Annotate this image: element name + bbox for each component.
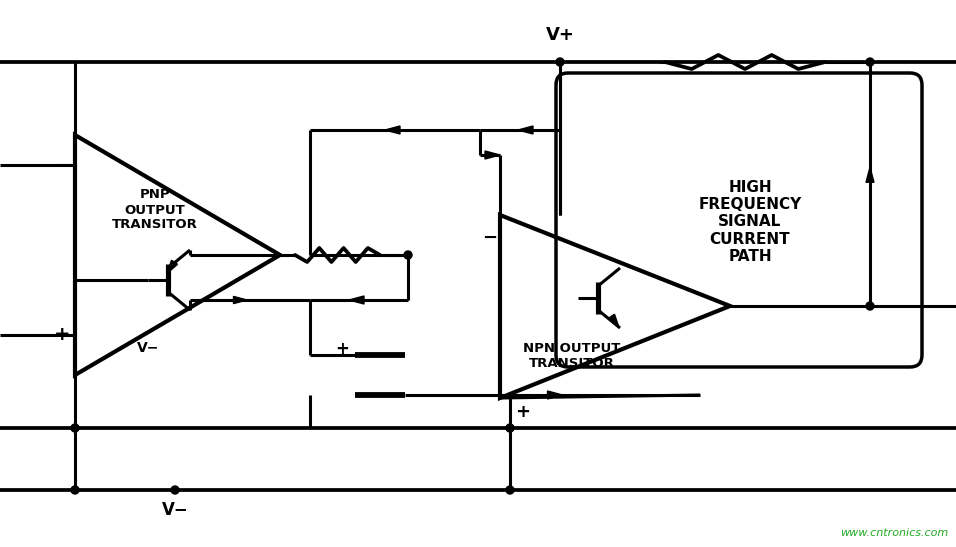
Circle shape xyxy=(404,251,412,259)
Circle shape xyxy=(556,58,564,66)
Polygon shape xyxy=(866,167,874,182)
Polygon shape xyxy=(349,296,364,304)
Text: HIGH
FREQUENCY
SIGNAL
CURRENT
PATH: HIGH FREQUENCY SIGNAL CURRENT PATH xyxy=(699,180,802,264)
Text: −: − xyxy=(483,229,497,247)
Polygon shape xyxy=(548,391,562,399)
Text: +: + xyxy=(515,403,531,421)
Circle shape xyxy=(171,486,179,494)
Circle shape xyxy=(866,302,874,310)
Polygon shape xyxy=(518,126,533,134)
Text: V−: V− xyxy=(137,341,160,355)
Text: V−: V− xyxy=(162,501,188,519)
Polygon shape xyxy=(385,126,400,134)
Circle shape xyxy=(71,486,79,494)
Polygon shape xyxy=(233,296,247,304)
Circle shape xyxy=(866,58,874,66)
Text: V+: V+ xyxy=(546,26,575,44)
Text: −: − xyxy=(54,155,70,174)
Polygon shape xyxy=(485,151,500,159)
Polygon shape xyxy=(609,315,619,328)
Text: NPN OUTPUT
TRANSITOR: NPN OUTPUT TRANSITOR xyxy=(523,342,620,370)
Circle shape xyxy=(506,424,514,432)
Text: +: + xyxy=(335,340,349,358)
Text: www.cntronics.com: www.cntronics.com xyxy=(839,528,948,538)
Polygon shape xyxy=(167,260,178,274)
Text: +: + xyxy=(54,325,70,345)
Text: PNP
OUTPUT
TRANSITOR: PNP OUTPUT TRANSITOR xyxy=(112,189,198,231)
Circle shape xyxy=(71,424,79,432)
Circle shape xyxy=(506,486,514,494)
